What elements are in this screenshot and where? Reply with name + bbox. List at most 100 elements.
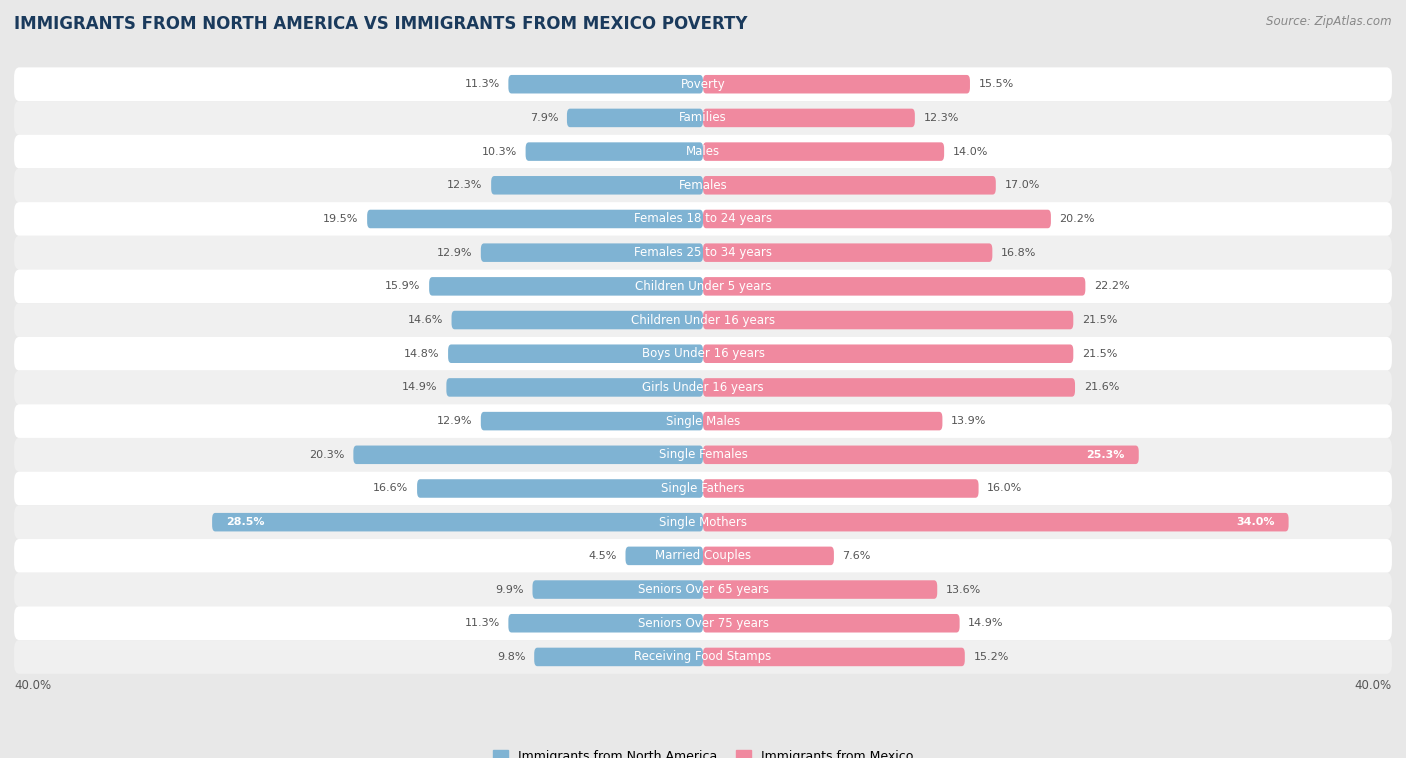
Text: Receiving Food Stamps: Receiving Food Stamps — [634, 650, 772, 663]
Text: 14.8%: 14.8% — [404, 349, 440, 359]
Text: Seniors Over 65 years: Seniors Over 65 years — [637, 583, 769, 596]
Text: 14.9%: 14.9% — [969, 619, 1004, 628]
FancyBboxPatch shape — [567, 108, 703, 127]
FancyBboxPatch shape — [703, 614, 960, 632]
Text: 20.2%: 20.2% — [1060, 214, 1095, 224]
FancyBboxPatch shape — [703, 277, 1085, 296]
Text: IMMIGRANTS FROM NORTH AMERICA VS IMMIGRANTS FROM MEXICO POVERTY: IMMIGRANTS FROM NORTH AMERICA VS IMMIGRA… — [14, 15, 748, 33]
Text: 40.0%: 40.0% — [14, 679, 51, 692]
Text: Poverty: Poverty — [681, 78, 725, 91]
Text: 16.0%: 16.0% — [987, 484, 1022, 493]
Text: 4.5%: 4.5% — [589, 551, 617, 561]
FancyBboxPatch shape — [14, 303, 1392, 337]
Text: 10.3%: 10.3% — [482, 146, 517, 157]
FancyBboxPatch shape — [14, 371, 1392, 404]
Text: 9.9%: 9.9% — [495, 584, 524, 594]
Text: 17.0%: 17.0% — [1004, 180, 1040, 190]
FancyBboxPatch shape — [703, 378, 1076, 396]
Text: Single Males: Single Males — [666, 415, 740, 428]
FancyBboxPatch shape — [14, 135, 1392, 168]
FancyBboxPatch shape — [14, 101, 1392, 135]
Text: 21.5%: 21.5% — [1083, 315, 1118, 325]
FancyBboxPatch shape — [14, 506, 1392, 539]
FancyBboxPatch shape — [626, 547, 703, 565]
Text: 14.0%: 14.0% — [953, 146, 988, 157]
Text: 13.6%: 13.6% — [946, 584, 981, 594]
FancyBboxPatch shape — [14, 471, 1392, 506]
FancyBboxPatch shape — [367, 210, 703, 228]
Text: 16.8%: 16.8% — [1001, 248, 1036, 258]
Text: 11.3%: 11.3% — [464, 619, 499, 628]
FancyBboxPatch shape — [703, 176, 995, 195]
Text: 34.0%: 34.0% — [1236, 517, 1275, 527]
FancyBboxPatch shape — [429, 277, 703, 296]
FancyBboxPatch shape — [703, 446, 1139, 464]
FancyBboxPatch shape — [481, 243, 703, 262]
Text: Children Under 5 years: Children Under 5 years — [634, 280, 772, 293]
FancyBboxPatch shape — [14, 67, 1392, 101]
FancyBboxPatch shape — [14, 236, 1392, 270]
Text: 21.5%: 21.5% — [1083, 349, 1118, 359]
FancyBboxPatch shape — [14, 539, 1392, 573]
FancyBboxPatch shape — [14, 438, 1392, 471]
Text: Boys Under 16 years: Boys Under 16 years — [641, 347, 765, 360]
FancyBboxPatch shape — [703, 311, 1073, 329]
Text: 15.5%: 15.5% — [979, 80, 1014, 89]
FancyBboxPatch shape — [703, 108, 915, 127]
FancyBboxPatch shape — [703, 581, 938, 599]
FancyBboxPatch shape — [703, 547, 834, 565]
Text: 19.5%: 19.5% — [323, 214, 359, 224]
FancyBboxPatch shape — [703, 75, 970, 93]
Text: 13.9%: 13.9% — [950, 416, 987, 426]
FancyBboxPatch shape — [509, 614, 703, 632]
Text: 22.2%: 22.2% — [1094, 281, 1129, 291]
Text: 12.3%: 12.3% — [447, 180, 482, 190]
FancyBboxPatch shape — [481, 412, 703, 431]
FancyBboxPatch shape — [14, 202, 1392, 236]
Text: Single Fathers: Single Fathers — [661, 482, 745, 495]
Text: Males: Males — [686, 145, 720, 158]
FancyBboxPatch shape — [353, 446, 703, 464]
FancyBboxPatch shape — [14, 606, 1392, 640]
FancyBboxPatch shape — [451, 311, 703, 329]
FancyBboxPatch shape — [533, 581, 703, 599]
FancyBboxPatch shape — [526, 143, 703, 161]
Text: 28.5%: 28.5% — [226, 517, 264, 527]
FancyBboxPatch shape — [446, 378, 703, 396]
Text: 7.9%: 7.9% — [530, 113, 558, 123]
FancyBboxPatch shape — [703, 210, 1050, 228]
Text: 20.3%: 20.3% — [309, 449, 344, 460]
Text: Females 25 to 34 years: Females 25 to 34 years — [634, 246, 772, 259]
Text: Married Couples: Married Couples — [655, 550, 751, 562]
Text: 7.6%: 7.6% — [842, 551, 870, 561]
Text: 9.8%: 9.8% — [498, 652, 526, 662]
FancyBboxPatch shape — [534, 647, 703, 666]
Text: 16.6%: 16.6% — [373, 484, 409, 493]
FancyBboxPatch shape — [703, 647, 965, 666]
FancyBboxPatch shape — [14, 270, 1392, 303]
Text: Source: ZipAtlas.com: Source: ZipAtlas.com — [1267, 15, 1392, 28]
Legend: Immigrants from North America, Immigrants from Mexico: Immigrants from North America, Immigrant… — [488, 744, 918, 758]
Text: 15.9%: 15.9% — [385, 281, 420, 291]
FancyBboxPatch shape — [703, 143, 945, 161]
Text: 14.9%: 14.9% — [402, 383, 437, 393]
Text: 40.0%: 40.0% — [1355, 679, 1392, 692]
FancyBboxPatch shape — [14, 404, 1392, 438]
FancyBboxPatch shape — [449, 344, 703, 363]
FancyBboxPatch shape — [703, 513, 1289, 531]
FancyBboxPatch shape — [14, 640, 1392, 674]
Text: Seniors Over 75 years: Seniors Over 75 years — [637, 617, 769, 630]
Text: Girls Under 16 years: Girls Under 16 years — [643, 381, 763, 394]
FancyBboxPatch shape — [212, 513, 703, 531]
FancyBboxPatch shape — [14, 337, 1392, 371]
FancyBboxPatch shape — [703, 344, 1073, 363]
FancyBboxPatch shape — [703, 243, 993, 262]
Text: 15.2%: 15.2% — [973, 652, 1008, 662]
FancyBboxPatch shape — [703, 479, 979, 498]
Text: Children Under 16 years: Children Under 16 years — [631, 314, 775, 327]
Text: Single Females: Single Females — [658, 448, 748, 462]
Text: 12.9%: 12.9% — [437, 248, 472, 258]
FancyBboxPatch shape — [703, 412, 942, 431]
Text: Families: Families — [679, 111, 727, 124]
Text: 14.6%: 14.6% — [408, 315, 443, 325]
